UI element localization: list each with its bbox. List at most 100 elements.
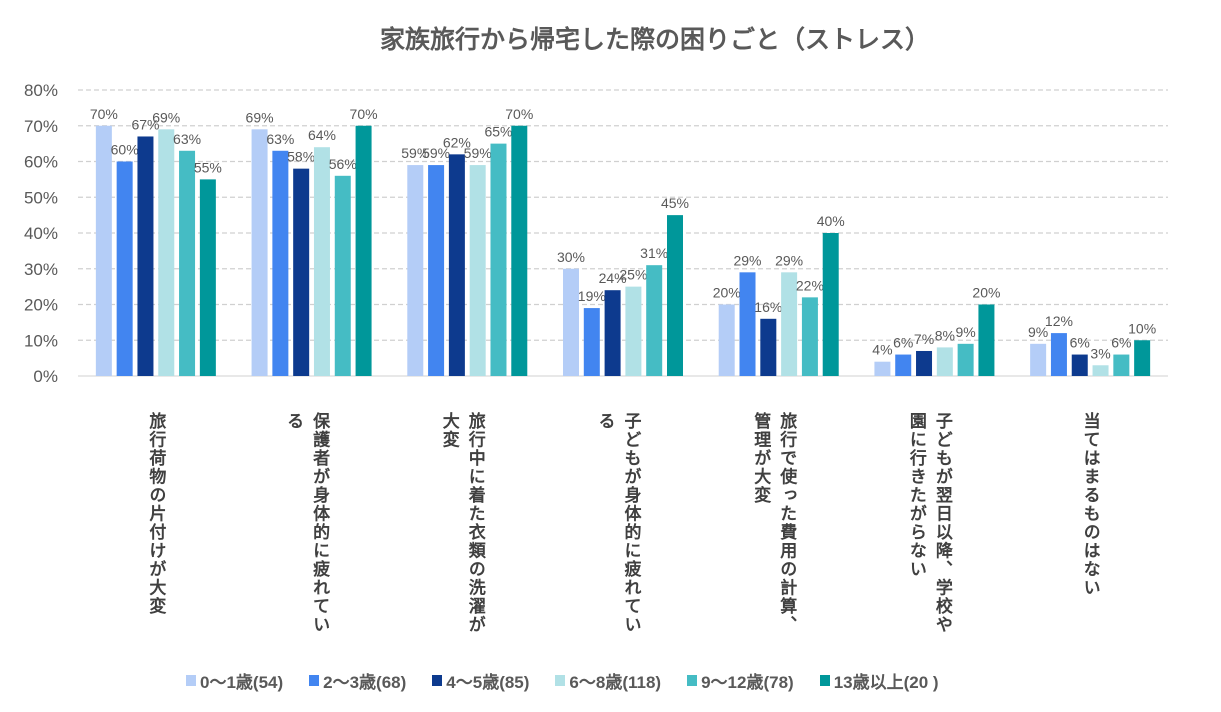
bar [407,165,424,376]
data-label: 62% [443,134,471,150]
data-label: 64% [308,127,336,143]
bar [739,272,756,376]
bar [448,154,465,376]
legend-item: 0～1歳(54) [186,668,283,693]
data-label: 6% [893,335,913,351]
y-tick-label: 80% [24,81,58,100]
data-label: 69% [246,109,274,125]
category-label: る [596,412,615,431]
bar [95,125,112,376]
bar [1134,340,1151,376]
data-label: 29% [733,252,761,268]
bar [978,304,995,376]
legend-item: 2～3歳(68) [309,668,406,693]
data-label: 70% [505,106,533,122]
category-label: 旅行中に着た衣類の洗濯が [466,411,487,634]
legend-swatch [819,675,830,686]
data-label: 63% [173,131,201,147]
data-label: 25% [619,267,647,283]
category-label: 当てはまるものはない [1081,411,1100,597]
legend-swatch [186,675,196,686]
legend: 0～1歳(54) 2～3歳(68) 4～5歳(85) 6～8歳(118) 9～12歳(7… [186,668,939,693]
bar [936,347,953,376]
bar [895,354,912,376]
bar [760,318,777,376]
data-label: 24% [599,270,627,286]
bar [1030,343,1047,376]
bar [1050,333,1067,376]
bar [916,350,933,376]
category-label: 子どもが翌日以降、学校や [933,412,953,634]
category-label: 園に行きたがらない [907,412,928,579]
data-label: 70% [90,106,118,122]
bar [251,129,268,376]
legend-item: 9～12歳(78) [687,668,794,693]
data-label: 6% [1070,335,1090,351]
bar [313,147,330,376]
data-label: 3% [1090,345,1110,361]
data-label: 67% [131,116,159,132]
legend-swatch [555,675,566,686]
bar [293,168,310,376]
legend-item: 13歳以上(20 ) [819,668,939,693]
data-label: 59% [422,145,450,161]
bar [1092,365,1109,376]
bar [625,286,642,376]
y-tick-label: 30% [24,260,58,279]
legend-label: 0～1歳(54) [200,673,284,692]
data-label: 58% [287,149,315,165]
bar [1113,354,1130,376]
data-label: 55% [194,159,222,175]
bar [137,136,154,376]
y-tick-label: 20% [24,296,58,315]
y-tick-label: 60% [24,153,58,172]
legend-label: 4～5歳(85) [446,673,530,692]
data-label: 8% [935,327,955,343]
data-label: 56% [329,156,357,172]
data-label: 20% [713,285,741,301]
bar [1071,354,1088,376]
bar [667,215,683,376]
data-label: 40% [817,213,845,229]
data-label: 10% [1128,320,1156,336]
y-tick-label: 40% [24,224,58,243]
y-tick-label: 0% [33,367,58,386]
bar [511,125,528,376]
data-label: 9% [956,324,976,340]
legend-label: 9～12歳(78) [701,673,794,692]
data-label: 69% [152,109,180,125]
legend-swatch [687,675,698,686]
bar [604,290,621,376]
legend-label: 2～3歳(68) [323,673,407,692]
legend-label: 13歳以上(20 ) [833,673,939,692]
data-label: 70% [350,106,378,122]
bar [116,161,133,376]
legend-item: 6～8歳(118) [555,668,661,693]
bar [583,308,600,376]
y-tick-label: 70% [24,117,58,136]
bar [334,175,351,376]
data-label: 65% [484,124,512,140]
data-label: 45% [661,195,689,211]
data-label: 63% [266,131,294,147]
category-label: る [284,412,303,431]
bar [957,343,974,376]
data-label: 59% [401,145,429,161]
data-label: 19% [578,288,606,304]
category-label: 旅行で使った費用の計算、 [777,411,798,634]
legend-label: 6～8歳(118) [569,673,662,692]
legend-item: 4～5歳(85) [432,668,529,693]
bar [179,150,196,376]
data-label: 22% [796,277,824,293]
bar [272,150,289,376]
category-label: 大変 [440,411,460,449]
bar [874,361,891,376]
category-label: 保護者が身体的に疲れてい [310,411,331,634]
category-label: 旅行荷物の片付けが大変 [146,411,167,616]
bar [469,165,486,376]
bar [801,297,818,376]
data-label: 20% [972,285,1000,301]
data-label: 4% [872,342,892,358]
data-label: 29% [775,252,803,268]
